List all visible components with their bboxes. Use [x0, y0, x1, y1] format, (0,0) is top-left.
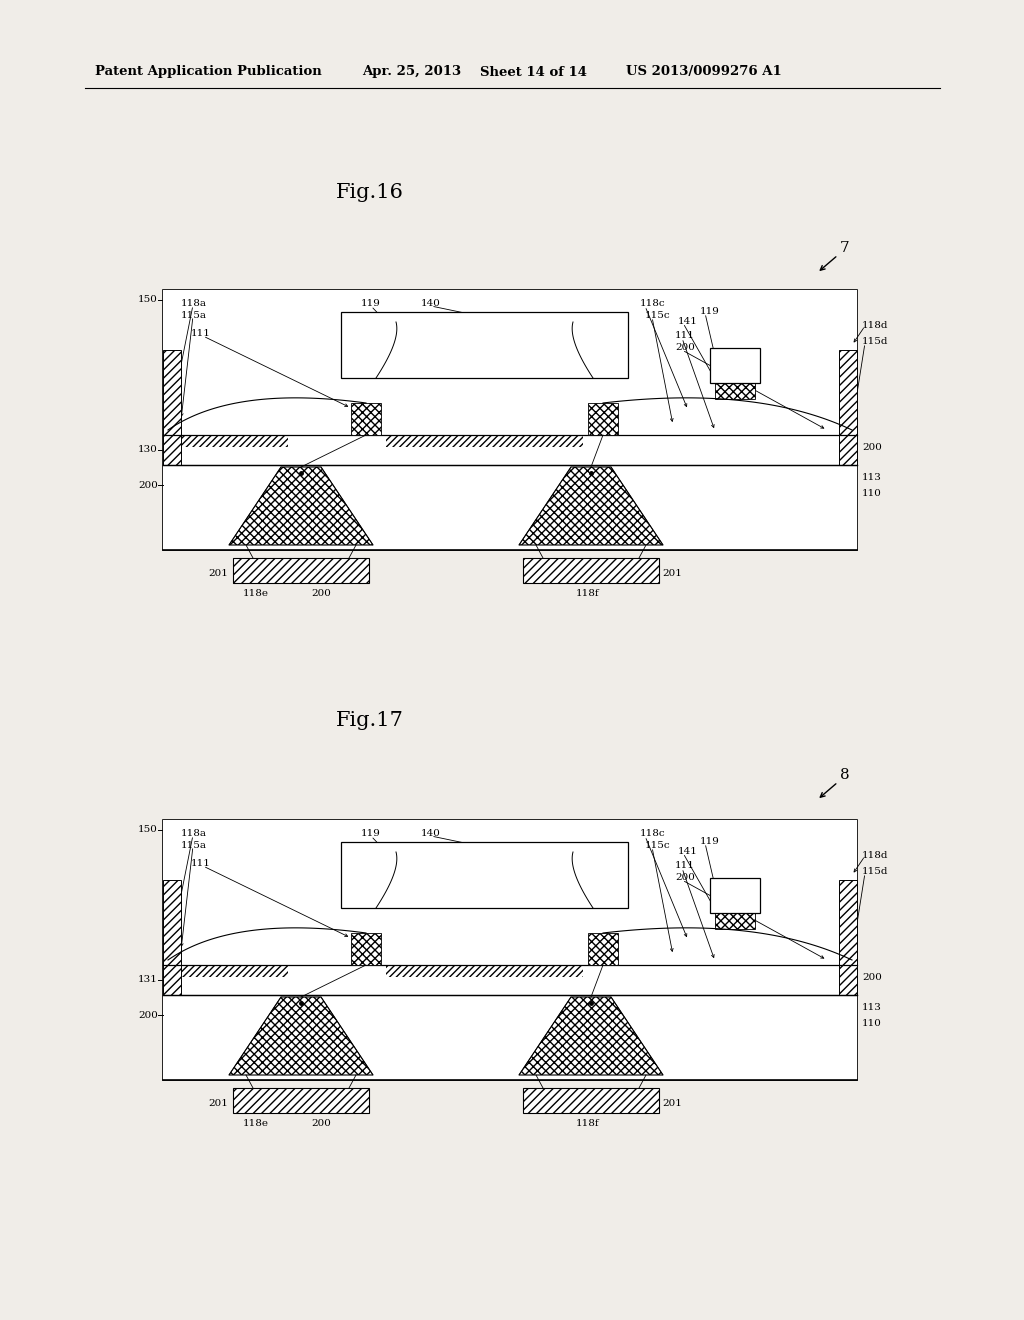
Text: 119: 119	[361, 829, 381, 838]
Text: 111: 111	[675, 331, 695, 341]
Text: 201: 201	[662, 569, 682, 578]
Text: 201: 201	[662, 1100, 682, 1109]
Bar	[523, 558, 659, 583]
Polygon shape	[519, 997, 663, 1074]
Text: Fig.17: Fig.17	[336, 710, 403, 730]
Text: 118c: 118c	[640, 829, 666, 838]
Bar	[341, 842, 628, 908]
Text: 114a: 114a	[306, 1031, 332, 1040]
Text: 115d: 115d	[862, 867, 889, 876]
Text: 150: 150	[138, 825, 158, 834]
Text: 200: 200	[138, 1011, 158, 1019]
Text: 114c: 114c	[321, 1048, 347, 1057]
Text: 200: 200	[862, 444, 882, 453]
Bar	[351, 403, 381, 436]
Text: 111: 111	[191, 330, 211, 338]
Text: 141: 141	[678, 846, 698, 855]
Text: Fig.16: Fig.16	[336, 183, 403, 202]
Bar	[233, 1088, 369, 1113]
Text: 115a: 115a	[181, 310, 207, 319]
Text: 118d: 118d	[862, 321, 889, 330]
Bar	[163, 965, 857, 995]
Text: US 2013/0099276 A1: US 2013/0099276 A1	[626, 66, 781, 78]
Text: 118f: 118f	[575, 1118, 600, 1127]
Bar	[715, 911, 755, 929]
Text: 200: 200	[138, 480, 158, 490]
Bar	[165, 965, 288, 977]
Text: 201: 201	[208, 569, 228, 578]
Text: 115d: 115d	[862, 338, 889, 346]
Bar	[710, 878, 760, 913]
Bar	[588, 403, 618, 436]
Bar	[163, 880, 181, 995]
Bar	[163, 820, 857, 965]
Bar	[715, 381, 755, 399]
Bar	[163, 290, 857, 550]
Text: 113: 113	[862, 1002, 882, 1011]
Text: 110: 110	[862, 1019, 882, 1027]
Text: 200: 200	[862, 974, 882, 982]
Bar	[341, 312, 628, 378]
Text: 118f: 118f	[575, 589, 600, 598]
Bar	[839, 350, 857, 465]
Text: 115a: 115a	[181, 841, 207, 850]
Text: 115c: 115c	[645, 841, 671, 850]
Text: 141: 141	[678, 317, 698, 326]
Text: 131: 131	[138, 975, 158, 985]
Text: 150: 150	[138, 296, 158, 305]
Text: 118a: 118a	[181, 829, 207, 838]
Text: 113: 113	[862, 473, 882, 482]
Bar	[523, 1088, 659, 1113]
Text: 8: 8	[840, 768, 850, 781]
Bar	[351, 933, 381, 965]
Bar	[233, 558, 369, 583]
Bar	[163, 820, 857, 1080]
Bar	[163, 995, 857, 1080]
Text: 200: 200	[675, 343, 695, 352]
Text: 114b: 114b	[596, 1031, 623, 1040]
Polygon shape	[229, 467, 373, 545]
Bar	[163, 436, 857, 465]
Text: 118c: 118c	[640, 300, 666, 309]
Bar	[839, 880, 857, 995]
Polygon shape	[229, 997, 373, 1074]
Bar	[165, 436, 288, 447]
Bar	[710, 348, 760, 383]
Text: 130: 130	[138, 446, 158, 454]
Bar	[163, 465, 857, 550]
Text: Sheet 14 of 14: Sheet 14 of 14	[480, 66, 587, 78]
Polygon shape	[519, 467, 663, 545]
Text: 118a: 118a	[181, 300, 207, 309]
Text: 111: 111	[191, 859, 211, 869]
Bar	[163, 350, 181, 465]
Text: 200: 200	[311, 589, 331, 598]
Text: 201: 201	[208, 1100, 228, 1109]
Text: 114a: 114a	[306, 500, 332, 510]
Bar	[588, 933, 618, 965]
Text: 114d: 114d	[611, 1048, 638, 1057]
Text: 118e: 118e	[243, 589, 269, 598]
Text: 119: 119	[700, 837, 720, 846]
Text: 200: 200	[675, 874, 695, 883]
Text: 115c: 115c	[645, 310, 671, 319]
Text: 114d: 114d	[611, 519, 638, 528]
Text: 140: 140	[421, 300, 441, 309]
Text: 114b: 114b	[596, 500, 623, 510]
Text: 140: 140	[421, 829, 441, 838]
Bar	[386, 965, 583, 977]
Text: 118d: 118d	[862, 850, 889, 859]
Text: 114c: 114c	[321, 519, 347, 528]
Bar	[386, 436, 583, 447]
Text: Patent Application Publication: Patent Application Publication	[95, 66, 322, 78]
Text: 111: 111	[675, 862, 695, 870]
Text: 7: 7	[840, 242, 850, 255]
Text: 110: 110	[862, 488, 882, 498]
Text: 118e: 118e	[243, 1118, 269, 1127]
Bar	[163, 290, 857, 436]
Text: 119: 119	[700, 306, 720, 315]
Text: 200: 200	[311, 1118, 331, 1127]
Text: 119: 119	[361, 300, 381, 309]
Text: Apr. 25, 2013: Apr. 25, 2013	[362, 66, 461, 78]
